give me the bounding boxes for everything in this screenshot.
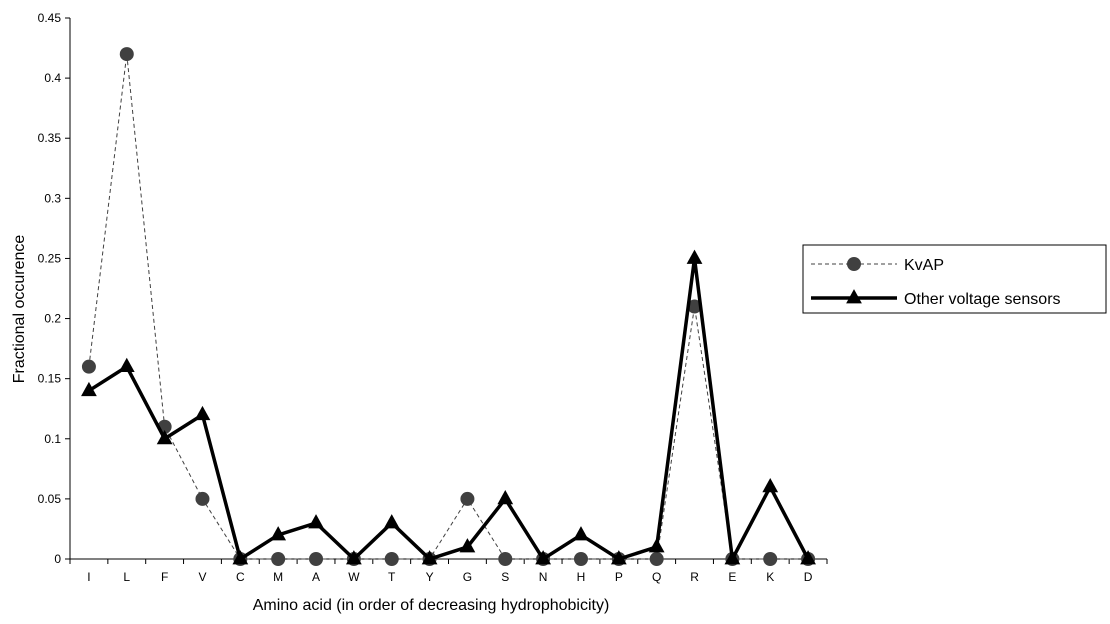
data-point: [724, 550, 741, 565]
x-tick-label: Q: [652, 570, 661, 584]
x-tick-label: E: [728, 570, 736, 584]
data-point: [194, 405, 211, 421]
x-axis-title: Amino acid (in order of decreasing hydro…: [253, 597, 610, 614]
data-point: [383, 514, 400, 529]
x-tick-label: N: [539, 570, 548, 584]
x-tick-label: G: [463, 570, 472, 584]
data-point: [384, 552, 399, 566]
data-point: [763, 552, 778, 566]
data-point: [610, 550, 627, 565]
series-1: [81, 249, 816, 565]
y-tick-label: 0.4: [44, 71, 61, 85]
x-tick-label: S: [501, 570, 509, 584]
legend-label: Other voltage sensors: [904, 291, 1061, 308]
y-tick-label: 0.15: [38, 372, 62, 386]
data-point: [271, 552, 286, 566]
x-tick-label: V: [198, 570, 206, 584]
data-point: [573, 526, 589, 541]
x-tick-label: M: [273, 570, 283, 584]
y-tick-label: 0: [54, 552, 61, 566]
data-point: [649, 552, 664, 566]
x-tick-label: R: [690, 570, 699, 584]
series-line: [87, 258, 810, 565]
data-point: [81, 381, 97, 397]
x-tick-label: H: [577, 570, 586, 584]
x-tick-label: K: [766, 570, 774, 584]
data-point: [308, 514, 324, 529]
series-line: [88, 54, 809, 560]
data-point: [309, 552, 324, 566]
legend-item-1: Other voltage sensors: [811, 289, 1061, 308]
legend-item-0: KvAP: [811, 257, 944, 274]
data-point: [119, 47, 134, 62]
y-tick-label: 0.45: [38, 11, 62, 25]
data-point: [497, 490, 514, 505]
data-point: [498, 552, 513, 566]
data-point: [686, 249, 703, 264]
x-tick-label: F: [161, 570, 168, 584]
axes: [65, 17, 828, 564]
x-tick-label: P: [615, 570, 623, 584]
y-tick-label: 0.3: [44, 191, 61, 205]
y-tick-label: 0.05: [38, 492, 62, 506]
data-point: [800, 550, 816, 565]
legend-label: KvAP: [904, 257, 944, 274]
legend: KvAP Other voltage sensors: [802, 244, 1107, 314]
legend-marker: [846, 289, 862, 304]
y-tick-label: 0.2: [44, 312, 61, 326]
y-tick-label: 0.35: [38, 131, 62, 145]
data-point: [232, 550, 249, 565]
data-point: [687, 299, 702, 314]
data-point: [648, 538, 665, 553]
x-tick-label: A: [312, 570, 320, 584]
data-point: [346, 550, 362, 565]
data-point: [762, 478, 779, 493]
data-point: [270, 526, 287, 541]
series-layer: [81, 47, 816, 566]
data-point: [195, 491, 210, 506]
data-point: [81, 359, 96, 374]
data-point: [118, 357, 135, 373]
y-tick-label: 0.25: [38, 251, 62, 265]
data-point: [421, 550, 438, 565]
data-point: [460, 491, 475, 506]
x-tick-label: L: [123, 570, 130, 584]
x-tick-label: D: [804, 570, 813, 584]
y-tick-label: 0.1: [44, 432, 61, 446]
data-point: [535, 550, 551, 565]
data-point: [573, 552, 588, 566]
y-axis-title: Fractional occurence: [11, 235, 28, 384]
x-tick-label: W: [348, 570, 360, 584]
x-tick-label: T: [388, 570, 396, 584]
data-point: [459, 538, 476, 553]
legend-marker: [847, 257, 861, 271]
x-tick-label: Y: [426, 570, 434, 584]
x-tick-label: C: [236, 570, 245, 584]
x-tick-label: I: [87, 570, 90, 584]
series-0: [81, 47, 816, 566]
y-tick-labels: 0 0.05 0.1 0.15 0.2 0.25 0.3 0.35 0.4 0.45: [38, 11, 62, 566]
data-point: [156, 429, 173, 445]
